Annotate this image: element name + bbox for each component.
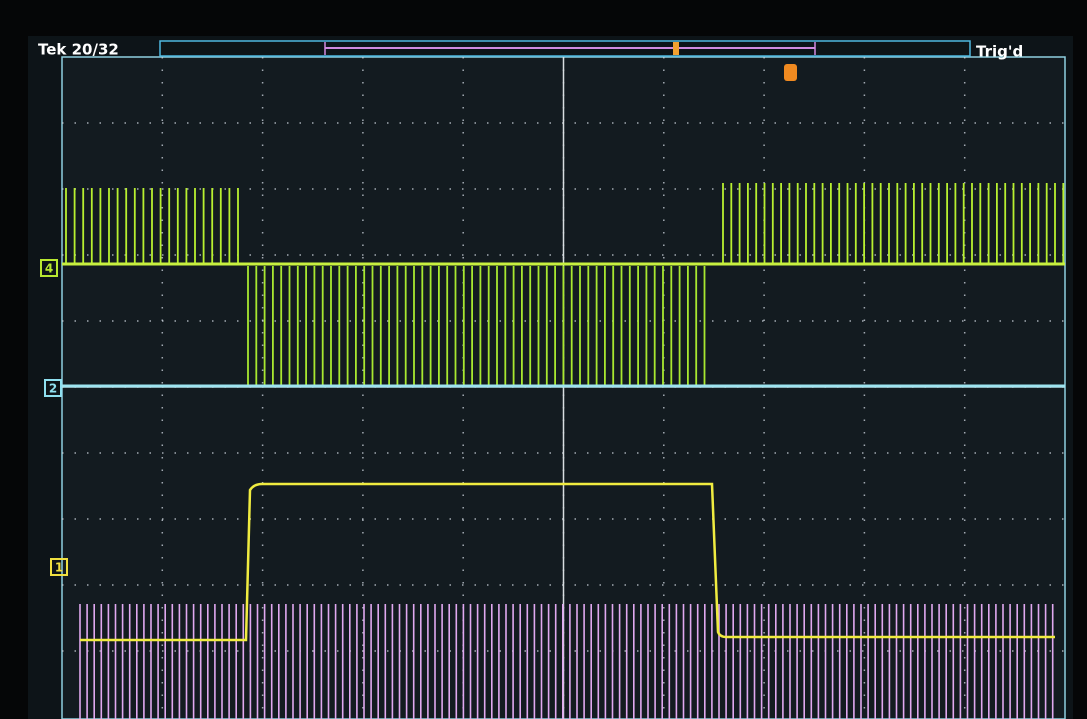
trigger-status: Trig'd [976, 43, 1023, 61]
ch2-pulses [247, 266, 706, 385]
ch4-label: 4 [45, 262, 53, 276]
ch2-marker [44, 379, 62, 397]
ch3-pulses [79, 604, 1054, 719]
waveforms [62, 183, 1065, 719]
ch1-marker [50, 558, 68, 576]
ch2-label: 2 [49, 382, 57, 396]
ch4-pulses [65, 183, 1065, 265]
ch1-trace [80, 482, 1055, 642]
record-bar [159, 40, 971, 57]
ch4-marker [40, 259, 58, 277]
trigger-position [673, 42, 679, 55]
brand-label: Tek 20/32 [38, 41, 119, 59]
ch1-label: 1 [55, 561, 63, 575]
trigger-marker [784, 64, 797, 81]
